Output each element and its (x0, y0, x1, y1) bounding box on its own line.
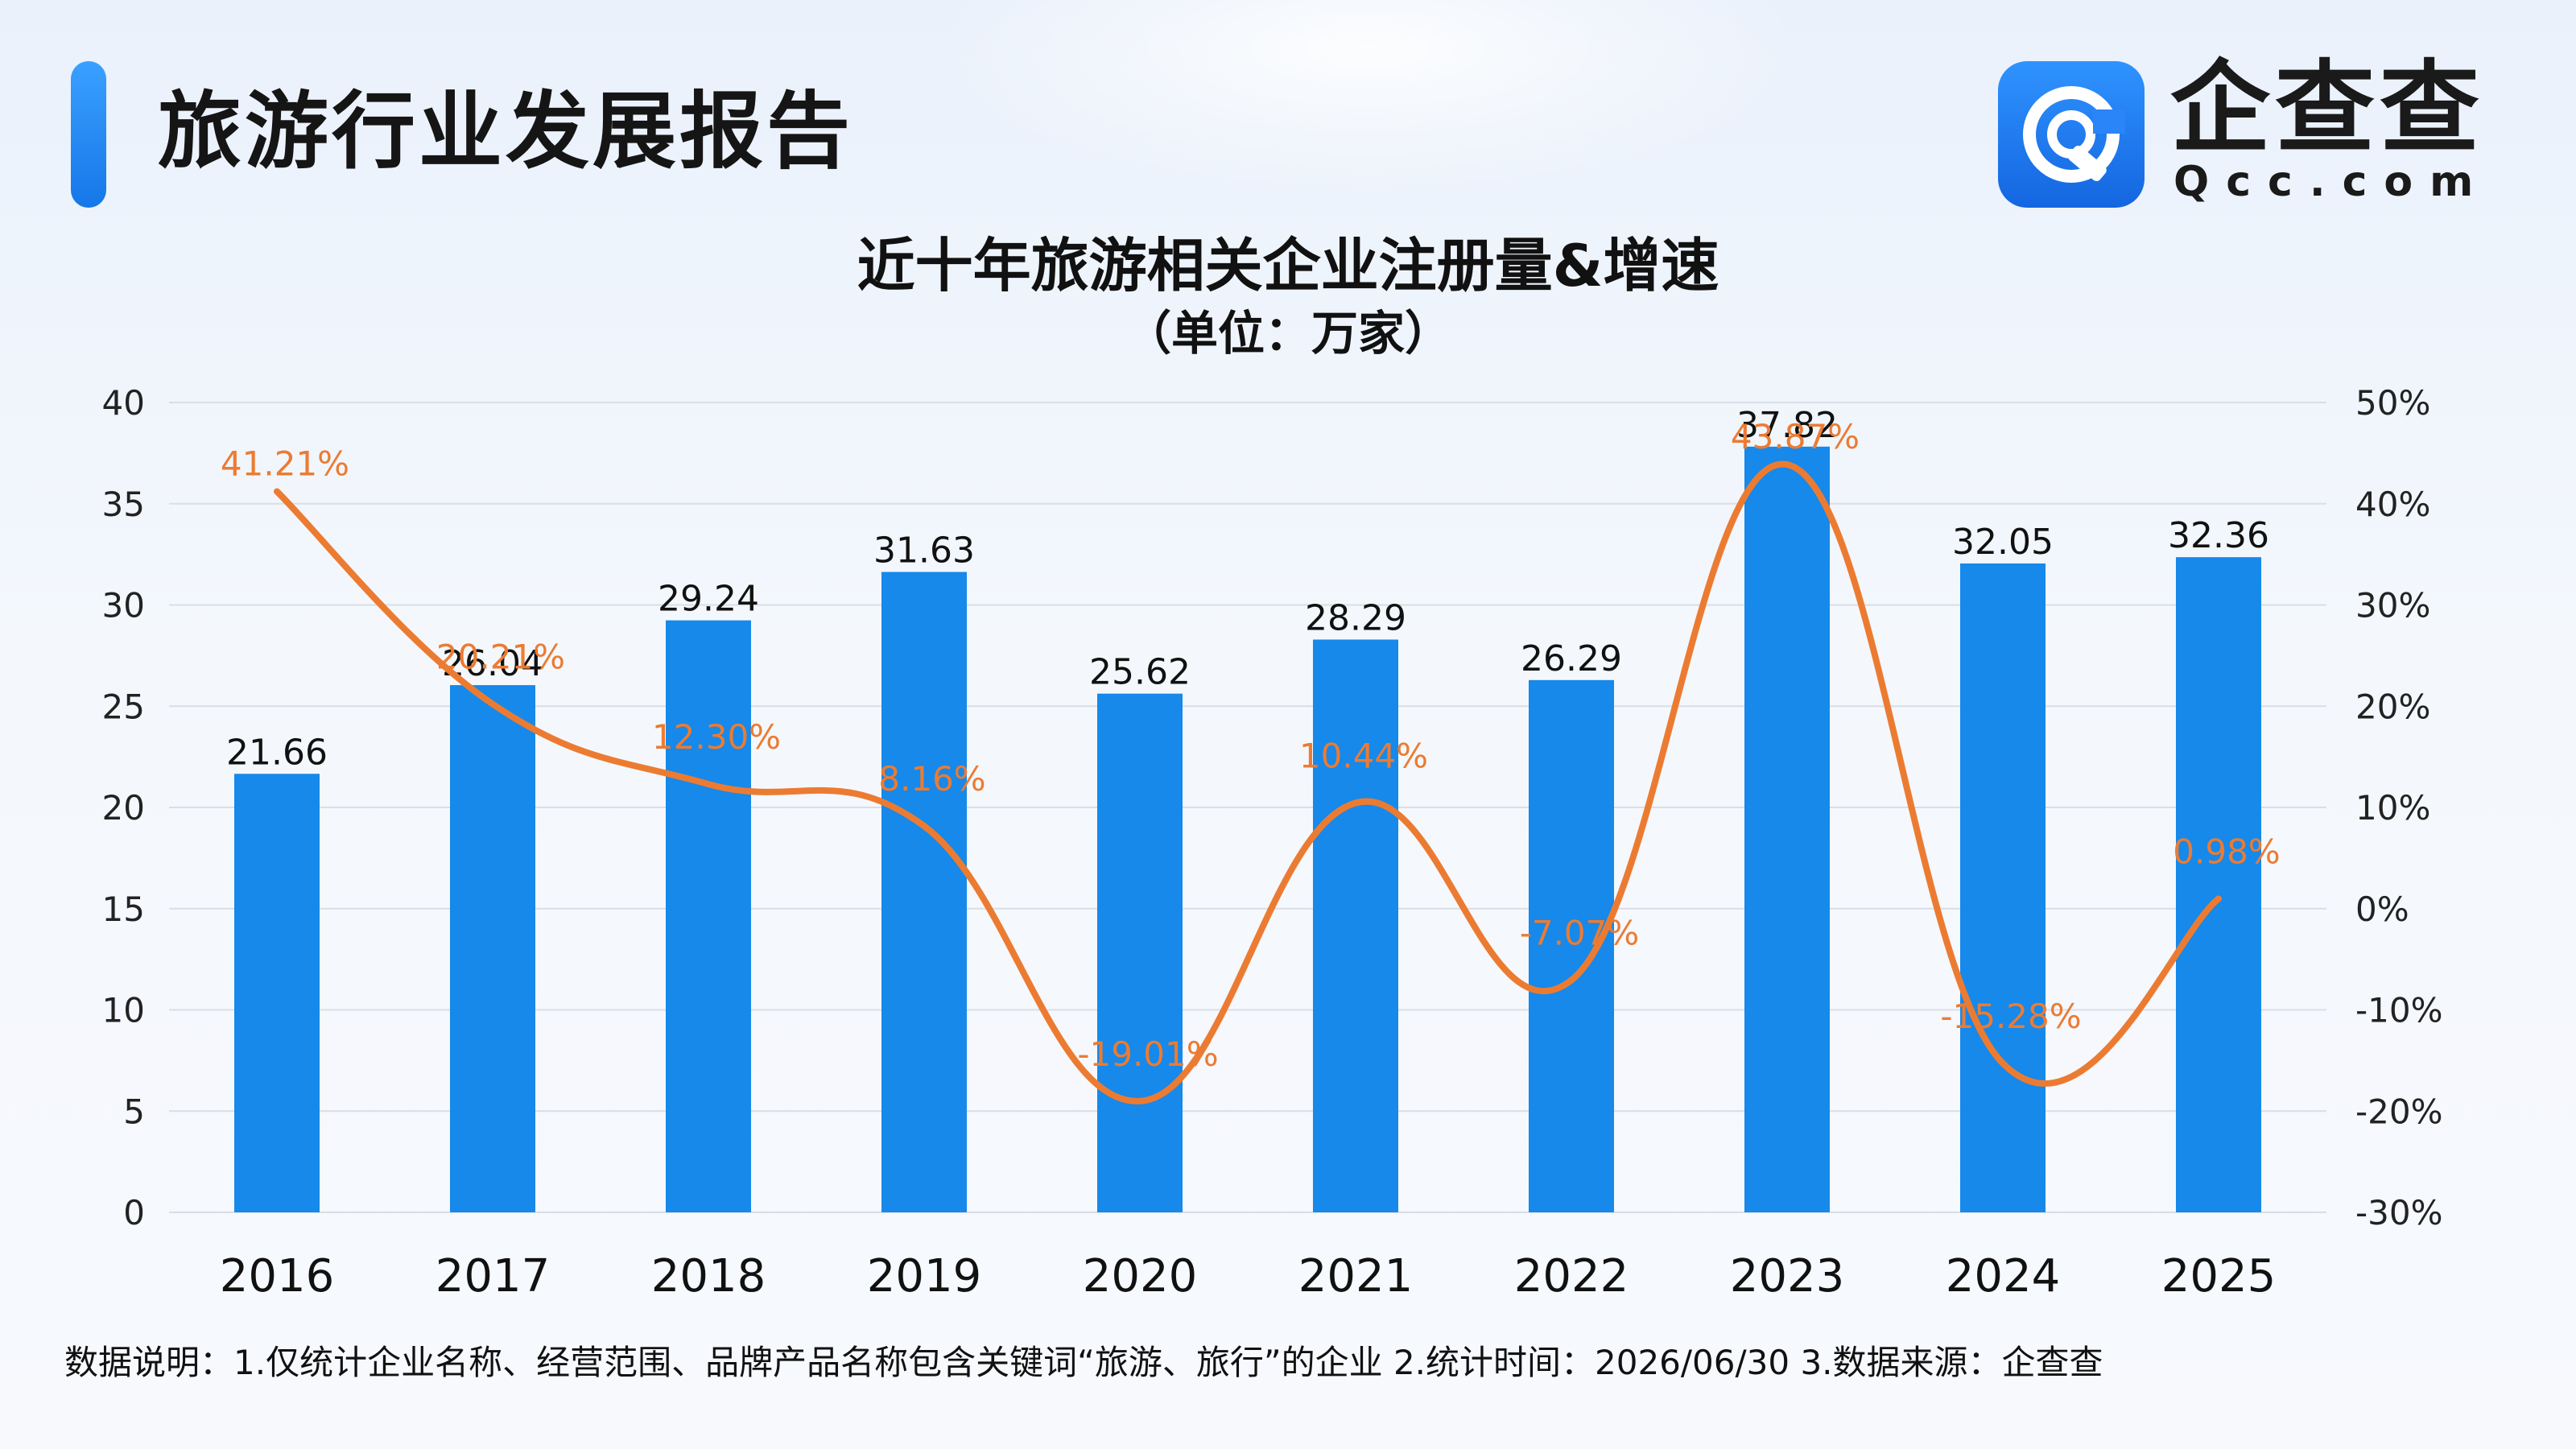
y-left-tick-label: 25 (102, 687, 145, 726)
logo-text: 企查查 (2170, 51, 2485, 167)
bar-value-label: 32.05 (1952, 522, 2054, 563)
y-left-tick-label: 15 (102, 890, 145, 929)
x-tick-label: 2017 (436, 1250, 551, 1302)
y-right-tick-label: 10% (2355, 788, 2430, 828)
bar (2176, 557, 2261, 1212)
title-accent-bar (71, 61, 106, 208)
x-tick-label: 2018 (651, 1250, 766, 1302)
y-right-tick-label: 20% (2355, 687, 2430, 726)
x-tick-label: 2024 (1946, 1250, 2061, 1302)
x-tick-label: 2019 (867, 1250, 982, 1302)
qcc-logo-icon (1998, 61, 2145, 208)
y-right-tick-label: 40% (2355, 485, 2430, 524)
growth-rate-label: -19.01% (1077, 1034, 1218, 1074)
bar (450, 685, 535, 1212)
y-left-tick-label: 10 (102, 991, 145, 1030)
y-right-tick-label: 0% (2355, 890, 2409, 929)
x-tick-label: 2023 (1730, 1250, 1845, 1302)
bar-value-label: 32.36 (2168, 515, 2269, 556)
bar (666, 620, 751, 1212)
y-left-tick-label: 35 (102, 485, 145, 524)
y-left-tick-label: 20 (102, 788, 145, 828)
growth-rate-label: -15.28% (1940, 997, 2081, 1036)
qcc-logo-icon-graphic (2023, 86, 2125, 183)
footnote: 数据说明：1.仅统计企业名称、经营范围、品牌产品名称包含关键词“旅游、旅行”的企… (64, 1343, 2103, 1382)
bar (1097, 693, 1183, 1212)
chart-subtitle: （单位：万家） (1124, 306, 1451, 361)
bar (881, 572, 967, 1212)
bar-value-label: 37.82 (1736, 405, 1838, 446)
bar-value-label: 29.24 (658, 579, 759, 620)
bar (1744, 446, 1830, 1212)
bar-value-label: 31.63 (873, 530, 975, 572)
bar (234, 774, 320, 1212)
x-tick-label: 2025 (2161, 1250, 2277, 1302)
x-tick-label: 2022 (1514, 1250, 1629, 1302)
y-left-tick-label: 40 (102, 383, 145, 423)
x-tick-label: 2021 (1298, 1250, 1414, 1302)
report-title: 旅游行业发展报告 (158, 82, 854, 180)
growth-line (274, 461, 2222, 1104)
growth-rate-label: 43.87% (1731, 417, 1860, 456)
y-left-tick-label: 0 (123, 1193, 145, 1232)
logo-domain: Qcc.com (2174, 158, 2491, 206)
y-left-tick-label: 30 (102, 586, 145, 625)
y-right-tick-label: 30% (2355, 586, 2430, 625)
growth-rate-label: 12.30% (652, 717, 781, 757)
bar (1313, 639, 1398, 1212)
growth-rate-label: 10.44% (1299, 736, 1428, 775)
x-tick-label: 2016 (220, 1250, 335, 1302)
y-left-tick-label: 5 (123, 1092, 145, 1131)
growth-rate-label: 0.98% (2173, 832, 2280, 871)
y-right-tick-label: -30% (2355, 1193, 2443, 1232)
chart-title: 近十年旅游相关企业注册量&增速 (857, 232, 1719, 299)
y-right-tick-label: 50% (2355, 383, 2430, 423)
bar (1960, 563, 2046, 1212)
growth-rate-label: 41.21% (221, 444, 349, 484)
y-right-tick-label: -20% (2355, 1092, 2443, 1131)
growth-rate-label: 20.21% (436, 638, 565, 677)
bar-value-label: 28.29 (1305, 598, 1406, 639)
growth-rate-label: -7.07% (1520, 914, 1640, 953)
bar-value-label: 25.62 (1089, 652, 1191, 693)
bar-value-label: 21.66 (226, 732, 328, 773)
bar-value-label: 26.29 (1521, 638, 1622, 679)
x-tick-label: 2020 (1083, 1250, 1198, 1302)
growth-rate-label: 8.16% (878, 759, 985, 799)
y-right-tick-label: -10% (2355, 991, 2443, 1030)
